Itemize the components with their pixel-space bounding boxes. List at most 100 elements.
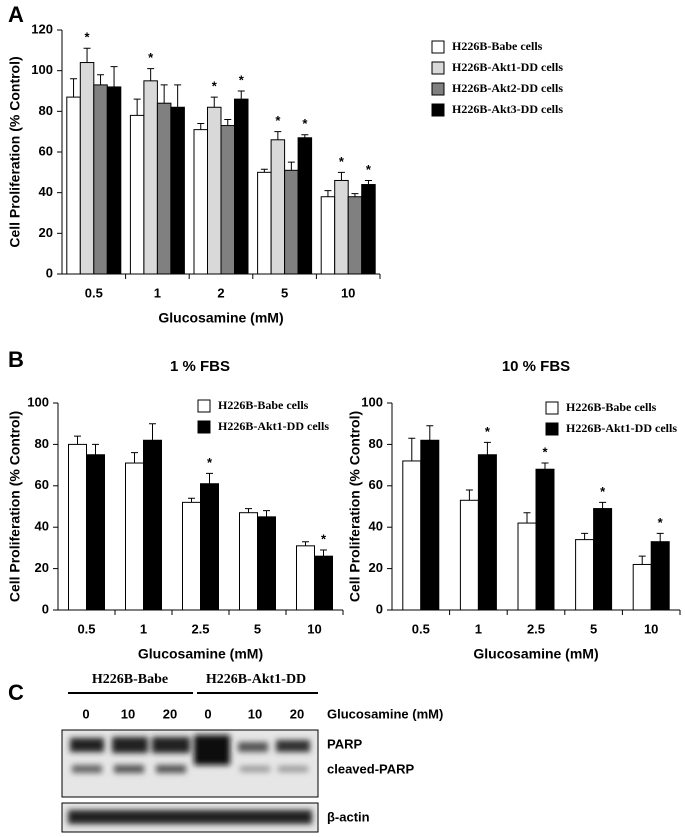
error-bar — [237, 90, 245, 100]
error-bar — [302, 541, 309, 546]
band-label: PARP — [327, 736, 362, 751]
error-bar — [131, 452, 138, 464]
bar — [575, 539, 595, 611]
lane-label: 20 — [163, 706, 177, 721]
x-tick-label: 2.5 — [191, 621, 209, 636]
y-tick-label: 0 — [46, 265, 53, 280]
error-bar — [263, 510, 270, 517]
x-axis-label: Glucosamine (mM) — [473, 646, 598, 662]
y-tick-label: 40 — [39, 184, 53, 199]
error-bar — [260, 168, 268, 173]
group-label: H226B-Babe — [92, 672, 168, 687]
y-tick-label: 80 — [35, 436, 49, 451]
y-tick-label: 80 — [39, 103, 53, 118]
error-bar — [301, 134, 309, 138]
error-bar — [320, 549, 327, 557]
error-bar — [188, 497, 195, 503]
bar — [170, 106, 185, 275]
significance-mark: * — [239, 72, 245, 87]
bar — [257, 171, 272, 275]
bar — [361, 184, 376, 275]
significance-mark: * — [366, 162, 372, 177]
y-tick-label: 40 — [35, 519, 49, 534]
x-tick-label: 5 — [590, 621, 597, 636]
bar — [314, 555, 333, 611]
legend-label: H226B-Akt1-DD cells — [218, 419, 329, 433]
error-bar — [408, 437, 416, 461]
legend-swatch — [545, 401, 559, 415]
legend-label: H226B-Babe cells — [452, 39, 543, 53]
bar — [650, 541, 670, 611]
error-bar — [92, 443, 99, 455]
x-axis-label: Glucosamine (mM) — [138, 646, 263, 662]
error-bar — [656, 532, 664, 542]
legend-label: H226B-Akt3-DD cells — [452, 102, 563, 116]
significance-mark: * — [207, 455, 213, 470]
lane-label: 10 — [248, 706, 262, 721]
bar — [220, 125, 235, 275]
group-label: H226B-Akt1-DD — [206, 672, 306, 687]
bar — [143, 439, 162, 611]
significance-mark: * — [600, 484, 606, 499]
legend-swatch — [431, 61, 445, 75]
legend-label: H226B-Akt1-DD cells — [566, 421, 677, 435]
band-label: cleaved-PARP — [327, 761, 415, 776]
error-bar — [581, 532, 589, 540]
bar — [347, 196, 363, 275]
bar — [129, 114, 145, 275]
error-bar — [206, 472, 213, 484]
lane-label: 0 — [82, 706, 89, 721]
bar — [593, 508, 613, 611]
bar — [334, 179, 349, 275]
bar — [125, 462, 144, 611]
error-bar — [364, 179, 372, 185]
y-tick-label: 20 — [369, 560, 383, 575]
legend-label: H226B-Akt2-DD cells — [452, 81, 563, 95]
bar — [296, 545, 315, 611]
error-bar — [83, 47, 91, 63]
bar — [86, 454, 105, 611]
significance-mark: * — [658, 515, 664, 530]
significance-mark: * — [275, 113, 281, 128]
significance-mark: * — [148, 50, 154, 65]
error-bar — [210, 96, 218, 108]
error-bar — [110, 66, 118, 87]
lane-label: 20 — [290, 706, 304, 721]
x-tick-label: 5 — [281, 285, 288, 300]
x-tick-label: 1 — [140, 621, 147, 636]
chart-title: 10 % FBS — [502, 358, 570, 375]
bar — [477, 454, 497, 611]
error-bar — [147, 68, 155, 81]
x-tick-label: 2.5 — [527, 621, 545, 636]
x-tick-label: 0.5 — [412, 621, 430, 636]
legend-swatch — [197, 420, 211, 434]
bands — [68, 810, 312, 824]
bar — [200, 483, 219, 611]
x-tick-label: 10 — [644, 621, 658, 636]
error-bar — [523, 512, 531, 524]
x-tick-label: 5 — [254, 621, 261, 636]
legend-label: H226B-Babe cells — [218, 398, 309, 412]
error-bar — [274, 131, 282, 140]
bar — [156, 102, 172, 275]
legend-swatch — [545, 422, 559, 436]
legend-swatch — [431, 103, 445, 117]
y-tick-label: 20 — [39, 225, 53, 240]
bar — [79, 62, 95, 275]
y-tick-label: 100 — [31, 62, 53, 77]
bar — [234, 98, 249, 275]
bar — [68, 443, 87, 611]
western-blot: H226B-Babe H226B-Akt1-DD 0 10 20 0 10 20… — [61, 672, 443, 833]
band-label: β-actin — [327, 809, 370, 824]
y-axis-label: Cell Proliferation (% Control) — [7, 411, 23, 602]
x-tick-label: 10 — [341, 285, 355, 300]
bar — [66, 96, 81, 275]
y-tick-label: 80 — [369, 436, 383, 451]
error-bar — [149, 423, 156, 441]
error-bar — [337, 171, 345, 181]
y-tick-label: 20 — [35, 560, 49, 575]
bar — [284, 169, 299, 275]
lane-label: 10 — [121, 706, 135, 721]
